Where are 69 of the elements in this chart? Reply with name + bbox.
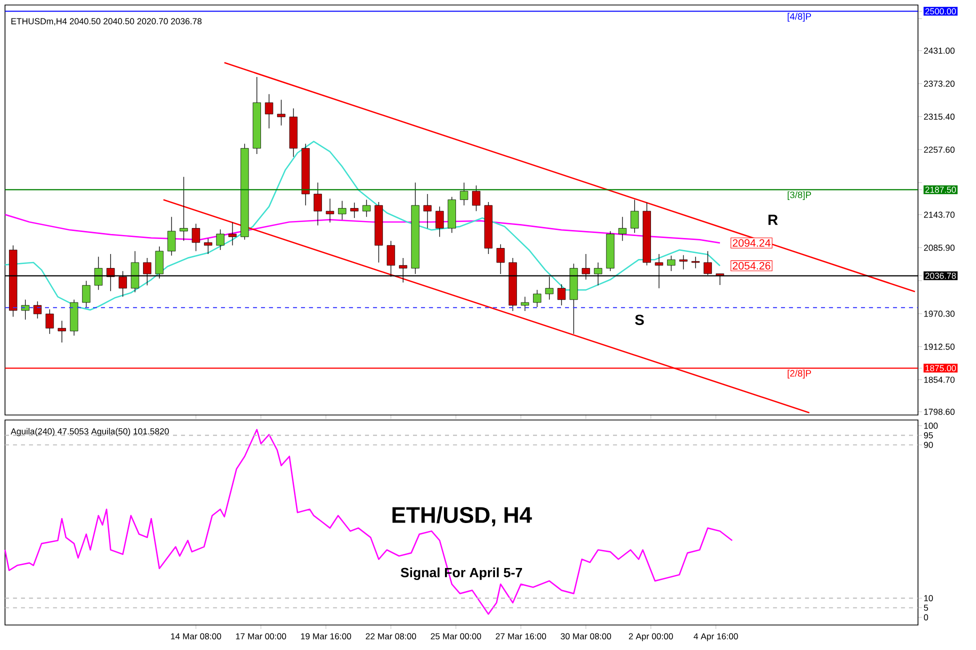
y-tick-label: 2036.78: [925, 272, 956, 279]
x-tick-label: 30 Mar 08:00: [560, 633, 612, 640]
annotation: ETH/USD, H4: [392, 506, 532, 526]
candlestick: [82, 280, 90, 308]
candlestick: [314, 182, 322, 226]
candlestick: [533, 290, 542, 308]
y-tick-label: 2085.90: [924, 244, 955, 251]
x-tick-label: 17 Mar 00:00: [236, 633, 286, 640]
y-tick-label: 1912.50: [924, 344, 955, 350]
candlestick: [436, 206, 444, 238]
candlestick: [423, 194, 432, 229]
x-tick-label: 27 Mar 16:00: [496, 633, 546, 640]
y-tick-label: 2431.00: [924, 48, 955, 54]
candlestick: [204, 238, 212, 254]
candlestick: [46, 309, 54, 334]
y-tick-label: 2187.50: [925, 186, 956, 193]
ref-line-label: [4/8]P: [788, 12, 811, 22]
y-tick-label: 0: [924, 614, 928, 620]
y-tick-label: 1970.30: [924, 310, 955, 317]
y-tick-label: 100: [924, 422, 938, 429]
y-tick-label: 90: [924, 442, 933, 448]
candlestick: [630, 199, 639, 234]
y-tick-label: 2373.20: [924, 80, 955, 87]
x-tick-label: 2 Apr 00:00: [628, 633, 673, 642]
x-tick-label: 19 Mar 16:00: [301, 633, 352, 640]
candlestick: [33, 301, 42, 319]
x-tick-label: 14 Mar 08:00: [171, 633, 222, 640]
candlestick: [350, 202, 358, 218]
candlestick: [228, 222, 237, 246]
ref-line-label: [2/8]P: [788, 370, 811, 378]
candlestick: [277, 99, 286, 126]
candlestick: [362, 199, 371, 218]
candlestick: [460, 182, 468, 206]
x-tick-label: 25 Mar 00:00: [430, 633, 482, 640]
text: ETHUSDm,H4 2040.50 2040.50 2020.70 2036.78: [11, 18, 202, 26]
y-tick-label: 95: [924, 432, 933, 438]
y-tick-label: 2257.60: [924, 146, 955, 153]
candlestick: [180, 176, 188, 242]
annotation: 2054.26: [732, 262, 770, 270]
ref-line-label: [3/8]P: [788, 191, 811, 200]
annotation: 2094.24: [732, 239, 770, 247]
candlestick: [326, 198, 334, 223]
y-tick-label: 2143.70: [924, 212, 955, 218]
candlestick: [472, 185, 480, 212]
candlestick: [691, 256, 700, 269]
x-tick-label: 22 Mar 08:00: [366, 633, 416, 640]
x-tick-label: 4 Apr 16:00: [694, 633, 738, 642]
y-tick-label: 2500.00: [925, 8, 956, 14]
y-tick-label: 1798.60: [924, 408, 955, 415]
annotation: R: [768, 214, 778, 225]
candlestick: [520, 296, 530, 312]
y-tick-label: 10: [924, 595, 933, 602]
candlestick: [21, 299, 30, 320]
candlestick: [264, 94, 274, 129]
candlestick: [58, 320, 66, 343]
candlestick: [192, 223, 200, 252]
candlestick: [667, 255, 676, 272]
y-tick-label: 2315.40: [924, 114, 955, 120]
candlestick: [679, 254, 688, 270]
candlestick: [167, 216, 176, 256]
candlestick: [557, 284, 566, 306]
candlestick: [216, 229, 224, 250]
y-tick-label: 1854.70: [924, 376, 955, 383]
text: Aguila(240) 47.5053 Aguila(50) 101.5820: [10, 428, 169, 436]
candlestick: [338, 200, 346, 220]
candlestick: [618, 216, 627, 242]
y-tick-label: 5: [924, 604, 928, 611]
y-tick-label: 1875.00: [926, 365, 956, 372]
annotation: S: [635, 314, 644, 326]
